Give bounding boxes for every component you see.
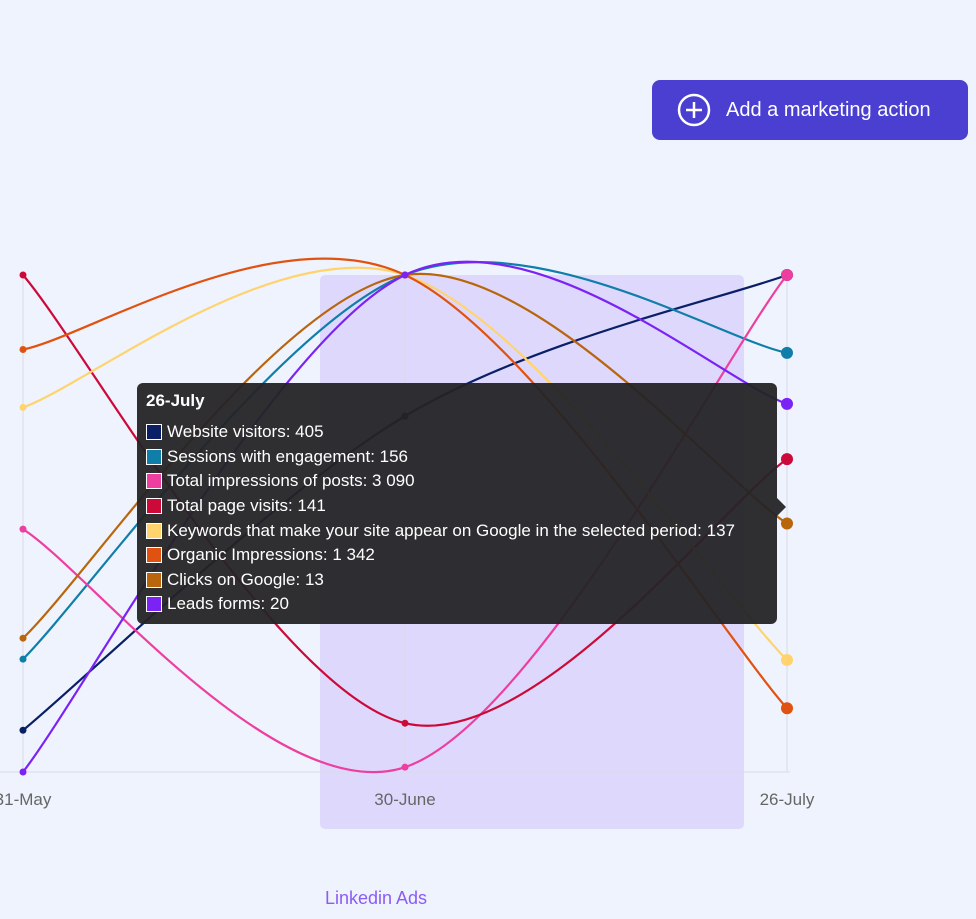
tooltip-value: 1 342	[332, 545, 375, 565]
tooltip-title: 26-July	[146, 391, 205, 410]
tooltip-swatch	[146, 596, 162, 613]
data-point	[781, 453, 793, 466]
tooltip-value: 405	[295, 422, 324, 442]
tooltip-value: 137	[706, 520, 735, 540]
data-point	[401, 719, 409, 727]
tooltip-row: Total page visits141	[146, 494, 768, 519]
data-point	[781, 397, 793, 410]
data-point	[19, 655, 27, 663]
data-point	[19, 768, 27, 776]
data-point	[781, 269, 793, 281]
tooltip-row: Leads forms20	[146, 592, 768, 617]
tooltip-series-name: Clicks on Google	[167, 570, 305, 590]
tooltip-swatch	[146, 448, 162, 465]
data-point	[19, 271, 27, 279]
tooltip-swatch	[146, 522, 162, 539]
tooltip-series-name: Sessions with engagement	[167, 447, 380, 467]
data-point	[19, 525, 27, 533]
data-point	[19, 403, 27, 411]
tooltip-series-name: Leads forms	[167, 594, 270, 614]
tooltip-swatch	[146, 498, 162, 515]
tooltip-row: Sessions with engagement156	[146, 445, 768, 470]
tooltip-value: 141	[297, 496, 326, 516]
tooltip-series-name: Total impressions of posts	[167, 471, 372, 491]
data-point	[781, 346, 793, 359]
data-point	[401, 271, 409, 279]
tooltip-series-name: Total page visits	[167, 496, 297, 516]
tooltip-row: Total impressions of posts3 090	[146, 469, 768, 494]
tooltip-series-name: Keywords that make your site appear on G…	[167, 521, 707, 541]
tooltip-swatch	[146, 571, 162, 588]
x-tick-label: 30-June	[374, 790, 435, 809]
tooltip-swatch	[146, 473, 162, 490]
button-label: Add a marketing action	[726, 98, 931, 121]
data-point	[19, 634, 27, 642]
tooltip-row: Website visitors405	[146, 420, 768, 445]
band-label: Linkedin Ads	[325, 888, 427, 908]
tooltip-value: 20	[270, 594, 289, 614]
tooltip-value: 156	[379, 446, 409, 466]
series-line	[22, 260, 788, 773]
data-point	[781, 517, 793, 530]
tooltip-row: Organic Impressions1 342	[146, 543, 768, 568]
tooltip-swatch	[146, 424, 162, 441]
x-tick-label: 31-May	[0, 790, 52, 809]
data-point	[401, 763, 409, 771]
data-point	[19, 726, 27, 734]
tooltip-value: 13	[304, 569, 324, 589]
tooltip-series-name: Website visitors	[167, 422, 295, 442]
tooltip-row: Keywords that make your site appear on G…	[146, 518, 768, 543]
tooltip-swatch	[146, 547, 162, 564]
data-point	[781, 654, 793, 667]
tooltip-row: Clicks on Google13	[146, 568, 768, 593]
data-point	[781, 702, 793, 715]
tooltip-value: 3 090	[372, 471, 415, 491]
tooltip-series-name: Organic Impressions	[167, 545, 332, 565]
x-tick-label: 26-July	[760, 790, 815, 809]
plus-icon	[677, 93, 711, 127]
add-action-button[interactable]: Add a marketing action	[652, 80, 968, 140]
data-point	[19, 346, 27, 354]
